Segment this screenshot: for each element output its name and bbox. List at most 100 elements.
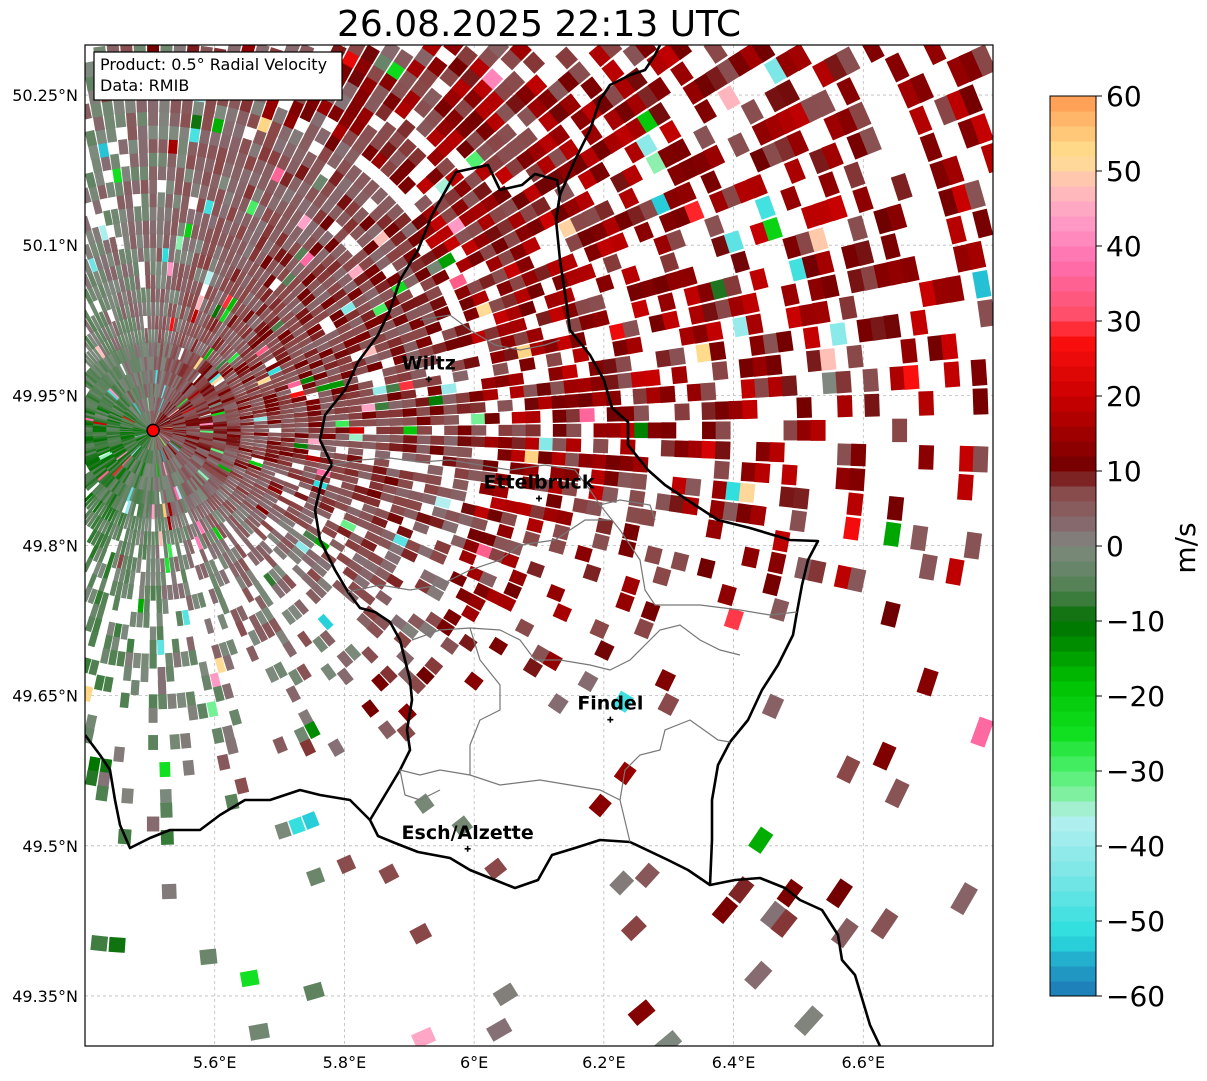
velocity-gate — [103, 475, 116, 490]
velocity-gate — [796, 397, 813, 419]
velocity-gate — [175, 166, 185, 182]
velocity-gate — [126, 261, 134, 277]
velocity-gate — [247, 261, 261, 278]
velocity-gate — [107, 461, 121, 475]
velocity-gate — [715, 441, 731, 460]
velocity-gate — [188, 459, 202, 472]
velocity-gate — [159, 558, 166, 574]
velocity-gate — [116, 651, 126, 667]
velocity-gate — [275, 214, 290, 232]
velocity-gate — [174, 500, 183, 516]
velocity-gate — [674, 440, 690, 458]
velocity-gate — [190, 307, 200, 324]
velocity-gate — [638, 508, 657, 527]
velocity-gate — [85, 398, 99, 408]
velocity-gate — [251, 547, 265, 563]
velocity-gate — [812, 59, 837, 88]
velocity-gate — [121, 788, 134, 804]
velocity-gate — [186, 495, 197, 510]
velocity-gate — [295, 306, 311, 321]
velocity-gate — [397, 138, 417, 158]
velocity-gate — [129, 233, 137, 250]
velocity-gate — [223, 310, 235, 326]
velocity-gate — [163, 328, 169, 344]
velocity-gate — [244, 469, 260, 480]
velocity-gate — [207, 369, 221, 383]
velocity-gate — [203, 346, 215, 361]
velocity-gate — [97, 141, 110, 158]
velocity-gate — [216, 753, 231, 771]
velocity-gate — [203, 269, 214, 286]
velocity-gate — [259, 190, 274, 208]
velocity-gate — [112, 349, 123, 365]
velocity-gate — [126, 472, 136, 488]
velocity-gate — [279, 446, 296, 453]
velocity-gate — [123, 360, 132, 375]
velocity-gate — [247, 214, 261, 232]
velocity-gate — [338, 487, 355, 499]
velocity-gate — [267, 194, 282, 212]
velocity-gate — [178, 484, 188, 499]
velocity-gate — [115, 581, 124, 598]
velocity-gate — [193, 472, 207, 486]
velocity-gate — [375, 589, 393, 606]
velocity-gate — [525, 74, 548, 97]
velocity-gate — [192, 507, 203, 522]
velocity-gate — [95, 128, 108, 145]
velocity-gate — [464, 671, 484, 691]
velocity-gate — [274, 384, 290, 393]
velocity-gate — [306, 404, 323, 412]
velocity-gate — [414, 266, 433, 283]
velocity-gate — [142, 341, 147, 357]
velocity-gate — [297, 709, 315, 727]
velocity-gate — [157, 517, 162, 533]
velocity-gate — [633, 405, 650, 422]
velocity-gate — [347, 447, 364, 456]
velocity-gate — [227, 496, 241, 510]
velocity-gate — [255, 544, 269, 559]
velocity-gate — [300, 475, 316, 486]
velocity-gate — [213, 288, 224, 304]
velocity-gate — [591, 454, 608, 470]
velocity-gate — [199, 518, 210, 534]
velocity-gate — [244, 381, 260, 391]
velocity-gate — [230, 192, 243, 210]
velocity-gate — [396, 238, 415, 256]
velocity-gate — [165, 315, 171, 331]
velocity-gate — [835, 46, 861, 76]
velocity-gate — [291, 281, 308, 297]
velocity-gate — [175, 610, 184, 627]
velocity-gate — [128, 274, 136, 291]
velocity-gate — [97, 471, 111, 484]
velocity-gate — [207, 300, 218, 317]
velocity-gate — [190, 181, 201, 198]
velocity-gate — [652, 274, 672, 295]
velocity-gate — [388, 542, 406, 557]
velocity-gate — [110, 153, 121, 170]
velocity-gate — [235, 575, 248, 592]
velocity-gate — [776, 330, 794, 353]
velocity-gate — [668, 494, 686, 514]
velocity-gate — [703, 144, 726, 169]
velocity-gate — [253, 367, 269, 379]
velocity-gate — [250, 279, 264, 296]
velocity-gate — [602, 253, 622, 274]
velocity-gate — [115, 319, 124, 335]
velocity-gate — [405, 499, 423, 512]
velocity-gate — [278, 398, 294, 406]
velocity-gate — [746, 174, 768, 199]
velocity-gate — [943, 361, 961, 388]
velocity-gate — [160, 273, 167, 290]
velocity-gate — [116, 194, 126, 210]
velocity-gate — [233, 560, 246, 577]
velocity-gate — [396, 525, 414, 539]
velocity-gate — [243, 329, 258, 343]
velocity-gate — [275, 463, 292, 472]
velocity-gate — [442, 456, 458, 468]
velocity-gate — [274, 821, 292, 840]
velocity-gate — [195, 520, 206, 536]
velocity-gate — [252, 408, 268, 415]
velocity-gate — [257, 475, 273, 485]
velocity-gate — [130, 515, 137, 531]
